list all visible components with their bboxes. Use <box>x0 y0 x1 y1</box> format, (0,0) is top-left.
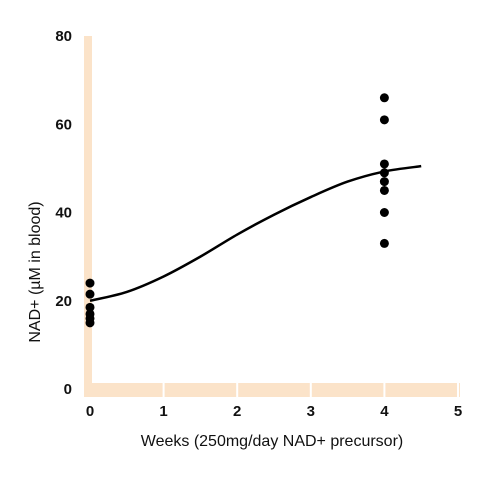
x-tick-mark <box>383 383 386 397</box>
x-tick-mark <box>162 383 165 397</box>
data-point <box>379 168 389 178</box>
x-axis-title: Weeks (250mg/day NAD+ precursor) <box>141 433 403 450</box>
data-point <box>85 318 95 328</box>
data-point <box>85 289 95 299</box>
data-point <box>85 302 95 312</box>
data-points <box>85 93 389 328</box>
x-tick-mark <box>309 383 312 397</box>
y-tick-label: 80 <box>55 28 72 45</box>
data-point <box>379 185 389 195</box>
x-axis-ticks: 0 1 2 3 4 5 <box>86 383 462 420</box>
data-point <box>379 115 389 125</box>
data-point <box>85 278 95 288</box>
trend-line <box>89 164 422 302</box>
y-tick-label: 0 <box>64 381 72 398</box>
y-axis-band <box>84 36 92 397</box>
x-tick-label: 1 <box>159 403 167 420</box>
data-point <box>379 93 389 103</box>
y-tick-label: 40 <box>55 205 72 222</box>
data-point <box>379 238 389 248</box>
y-tick-label: 60 <box>55 116 72 133</box>
y-tick-label: 20 <box>55 293 72 310</box>
data-point <box>379 159 389 169</box>
x-tick-label: 5 <box>454 403 462 420</box>
x-tick-label: 0 <box>86 403 94 420</box>
x-tick-mark <box>457 383 459 397</box>
x-tick-mark <box>236 383 239 397</box>
data-point <box>379 177 389 187</box>
x-tick-label: 3 <box>307 403 315 420</box>
y-axis-title: NAD+ (µM in blood) <box>27 201 44 342</box>
data-point <box>379 208 389 217</box>
y-axis-ticks: 0 20 40 60 80 <box>55 28 72 398</box>
x-tick-label: 4 <box>380 403 389 420</box>
x-tick-label: 2 <box>233 403 241 420</box>
x-axis-band <box>84 383 460 397</box>
